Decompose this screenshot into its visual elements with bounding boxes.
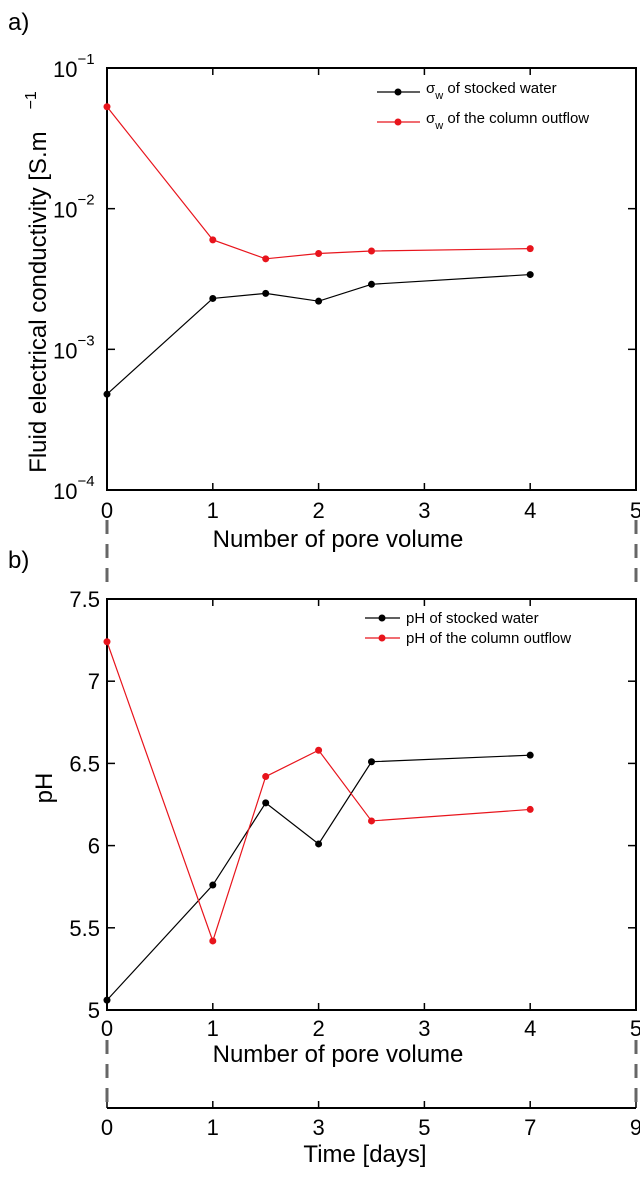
y-tick-label-b: 6 xyxy=(88,834,100,859)
x-axis-title-a: Number of pore volume xyxy=(213,526,464,553)
svg-text:Fluid electrical conductivity: Fluid electrical conductivity [S.m −1 xyxy=(23,91,52,473)
legend-label-b-0: pH of stocked water xyxy=(406,610,539,627)
data-point-b-1 xyxy=(315,746,323,754)
panel-label-b: b) xyxy=(8,547,29,574)
data-point-b-1 xyxy=(262,773,270,781)
time-tick-label: 3 xyxy=(312,1115,324,1140)
data-point-a-1 xyxy=(103,103,111,111)
y-tick-label-a: 10−4 xyxy=(53,473,95,504)
y-tick-label-a: 10−1 xyxy=(53,51,95,82)
legend-sub-a-1: w xyxy=(434,120,443,132)
x-tick-label-b: 1 xyxy=(207,1016,219,1041)
data-point-b-0 xyxy=(315,840,323,848)
y-tick-base-a: 10 xyxy=(53,338,77,363)
legend-marker-a-1 xyxy=(394,118,402,126)
time-axis: 0 1 3 5 7 9 Time [days] xyxy=(101,1101,640,1168)
y-axis-title-a-exp: −1 xyxy=(23,91,40,109)
legend-label-b-1: pH of the column outflow xyxy=(406,630,571,647)
legend-marker-b-1 xyxy=(378,634,386,642)
y-tick-label-b: 7.5 xyxy=(69,587,100,612)
y-axis-title-b: pH xyxy=(31,773,58,804)
y-tick-base-a: 10 xyxy=(53,479,77,504)
x-tick-label-a: 5 xyxy=(630,498,640,523)
series-line-b-1 xyxy=(106,641,531,943)
data-point-b-1 xyxy=(103,638,111,646)
data-point-a-0 xyxy=(262,289,270,297)
x-tick-label-b: 2 xyxy=(312,1016,324,1041)
y-tick-label-b: 6.5 xyxy=(69,751,100,776)
legend-symbol-a-1: σ xyxy=(426,110,436,127)
data-point-b-0 xyxy=(262,799,270,807)
y-tick-label-b: 7 xyxy=(88,669,100,694)
data-point-b-0 xyxy=(103,996,111,1004)
data-point-a-0 xyxy=(315,297,323,305)
panel-b-ph: b) pH 0 1 2 3 4 5 Number of pore volume 5 5.5 6 6.… xyxy=(8,547,640,1068)
data-point-a-0 xyxy=(526,271,534,279)
legend-label-a-0: σw of stocked water xyxy=(426,80,557,102)
legend-text-a-1: of the column outflow xyxy=(443,110,589,127)
time-axis-title: Time [days] xyxy=(303,1141,426,1168)
plot-frame-a xyxy=(106,67,637,491)
x-axis-title-b: Number of pore volume xyxy=(213,1041,464,1068)
x-tick-label-b: 0 xyxy=(101,1016,113,1041)
legend-sub-a-0: w xyxy=(434,90,443,102)
panel-a-conductivity: a) Fluid electrical conductivity [S.m−1 … xyxy=(8,9,640,553)
x-tick-label-a: 3 xyxy=(418,498,430,523)
data-point-b-0 xyxy=(368,758,375,766)
y-tick-exp-a: −4 xyxy=(77,473,94,490)
x-tick-label-a: 0 xyxy=(101,498,113,523)
x-tick-label-a: 2 xyxy=(312,498,324,523)
y-tick-label-a: 10−3 xyxy=(53,332,95,363)
data-point-b-1 xyxy=(368,817,375,825)
x-tick-label-a: 4 xyxy=(524,498,536,523)
time-tick-label: 1 xyxy=(207,1115,219,1140)
data-point-a-1 xyxy=(315,250,323,258)
plot-frame-b xyxy=(106,598,637,1011)
time-tick-label: 0 xyxy=(101,1115,113,1140)
data-point-b-1 xyxy=(209,937,217,945)
data-point-a-1 xyxy=(262,255,270,263)
y-tick-exp-a: −3 xyxy=(77,332,94,349)
time-tick-label: 9 xyxy=(630,1115,640,1140)
series-line-b-0 xyxy=(106,754,531,1001)
y-tick-base-a: 10 xyxy=(53,198,77,223)
data-point-a-1 xyxy=(209,236,217,244)
y-axis-title-a-main: Fluid electrical conductivity [S.m xyxy=(25,131,52,472)
y-tick-exp-a: −1 xyxy=(77,51,94,68)
legend-marker-b-0 xyxy=(378,614,386,622)
dashed-guides xyxy=(105,520,638,1104)
x-tick-label-b: 4 xyxy=(524,1016,536,1041)
data-point-b-1 xyxy=(526,805,534,813)
legend-label-a-1: σw of the column outflow xyxy=(426,110,589,132)
x-tick-label-b: 3 xyxy=(418,1016,430,1041)
series-line-a-1 xyxy=(106,106,531,260)
y-tick-exp-a: −2 xyxy=(77,192,94,209)
data-point-a-0 xyxy=(209,294,217,302)
y-tick-label-a: 10−2 xyxy=(53,192,95,223)
data-point-a-0 xyxy=(103,390,111,398)
legend-symbol-a-0: σ xyxy=(426,80,436,97)
y-tick-label-b: 5.5 xyxy=(69,916,100,941)
data-point-a-0 xyxy=(368,280,375,288)
data-point-b-0 xyxy=(526,751,534,759)
time-tick-label: 5 xyxy=(418,1115,430,1140)
legend-text-a-0: of stocked water xyxy=(443,80,556,97)
y-tick-base-a: 10 xyxy=(53,57,77,82)
y-axis-title-a: Fluid electrical conductivity [S.m −1 xyxy=(23,91,52,473)
x-tick-label-a: 1 xyxy=(207,498,219,523)
data-point-a-1 xyxy=(526,245,534,253)
legend-marker-a-0 xyxy=(394,88,402,96)
data-point-a-1 xyxy=(368,247,375,255)
series-line-a-0 xyxy=(106,273,531,395)
panel-label-a: a) xyxy=(8,9,29,36)
y-tick-label-b: 5 xyxy=(88,998,100,1023)
time-tick-label: 7 xyxy=(524,1115,536,1140)
x-tick-label-b: 5 xyxy=(630,1016,640,1041)
data-point-b-0 xyxy=(209,881,217,889)
